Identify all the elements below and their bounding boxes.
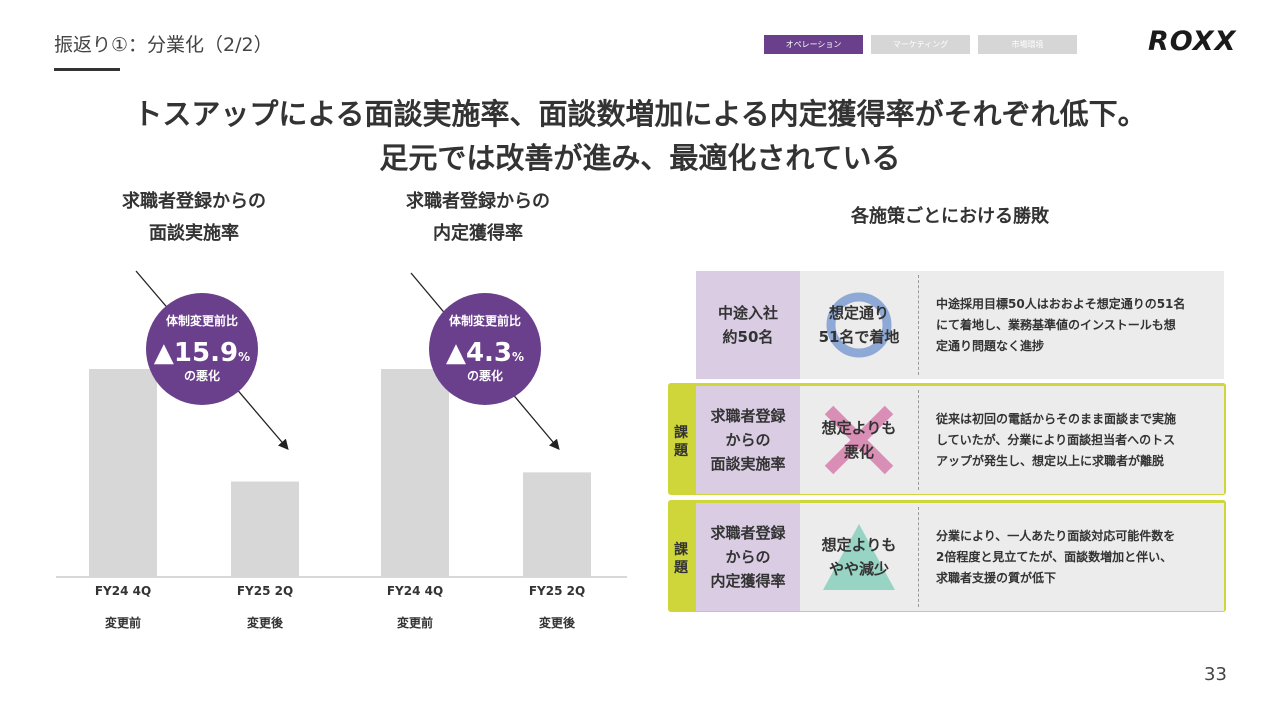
result-row-1: 中途入社 約50名 想定通り 51名で着地 中途採用目標50人はおおよそ想定通り… <box>696 271 1224 379</box>
chart-1-badge-value: ▲15.9% <box>154 338 250 368</box>
chart-1-category-label-2: FY25 2Q <box>237 584 293 598</box>
chart-1-sublabel-1: 変更前 <box>105 615 141 630</box>
row-1-result-line-2: 51名で着地 <box>818 328 900 346</box>
chart-1-title-line-2: 面談実施率 <box>149 223 239 244</box>
chart-1-title-line-1: 求職者登録からの <box>122 191 266 212</box>
row-3-desc-line-3: 求職者支援の質が低下 <box>936 570 1057 585</box>
row-2-result-line-2: 悪化 <box>843 443 874 461</box>
chart-2-title-line-1: 求職者登録からの <box>406 191 550 212</box>
chart-1-title: 求職者登録からの 面談実施率 <box>64 186 324 250</box>
row-1-divider <box>918 275 919 375</box>
tab-market-environment[interactable]: 市場環境 <box>978 35 1077 54</box>
headline-line-2: 足元では改善が進み、最適化されている <box>379 141 901 175</box>
row-3-result: 想定よりも やや減少 <box>800 503 918 611</box>
row-1-desc-line-2: にて着地し、業務基準値のインストールも想 <box>936 317 1176 332</box>
roxx-logo: ROXX <box>1148 26 1237 57</box>
results-title: 各施策ごとにおける勝敗 <box>851 206 1049 227</box>
chart-2-category-label-2: FY25 2Q <box>529 584 585 598</box>
chart-1-sublabel-2: 変更後 <box>247 615 284 630</box>
kadai-label-3-text: 課題 <box>674 542 688 576</box>
chart-2-badge-line-1: 体制変更前比 <box>449 313 521 328</box>
row-3-desc-line-1: 分業により、一人あたり面談対応可能件数を <box>936 528 1176 543</box>
row-1-desc-line-3: 定通り問題なく進捗 <box>936 338 1045 353</box>
row-2-name-line-1: 求職者登録 <box>710 407 786 425</box>
chart-2-category-label-1: FY24 4Q <box>387 584 443 598</box>
chart-1-badge-line-1: 体制変更前比 <box>166 313 238 328</box>
row-2-desc-line-3: アップが発生し、想定以上に求職者が離脱 <box>936 453 1165 468</box>
row-3-divider <box>918 507 919 607</box>
row-2-desc-line-2: していたが、分業により面談担当者へのトス <box>936 432 1176 447</box>
chart-2-badge-unit: % <box>512 350 524 364</box>
chart-2-badge-line-3: の悪化 <box>467 368 503 383</box>
triangle-mark-icon <box>823 524 895 590</box>
title-underline <box>54 68 120 71</box>
row-3-name-line-3: 内定獲得率 <box>710 572 786 590</box>
chart-2-sublabel-1: 変更前 <box>397 615 433 630</box>
chart-1-bar-2 <box>231 481 299 577</box>
cross-mark-icon <box>824 405 894 475</box>
row-2-result: 想定よりも 悪化 <box>800 386 918 494</box>
row-2-desc-line-1: 従来は初回の電話からそのまま面談まで実施 <box>936 411 1177 426</box>
headline-line-1: トスアップによる面談実施率、面談数増加による内定獲得率がそれぞれ低下。 <box>133 97 1147 131</box>
chart-1-bar-1 <box>89 369 157 577</box>
chart-1-badge-unit: % <box>238 350 250 364</box>
result-row-2: 求職者登録 からの 面談実施率 想定よりも 悪化 従来は初回の電話からそのまま面… <box>696 386 1224 494</box>
row-2-name: 求職者登録 からの 面談実施率 <box>696 386 800 494</box>
row-1-desc-line-1: 中途採用目標50人はおおよそ想定通りの51名 <box>936 296 1186 311</box>
row-3-result-line-2: やや減少 <box>828 560 889 578</box>
kadai-label-2: 課題 <box>670 424 692 460</box>
row-1-name-line-2: 約50名 <box>722 328 774 346</box>
row-1-result-line-1: 想定通り <box>828 304 889 322</box>
page-number: 33 <box>1204 664 1227 685</box>
row-2-name-line-2: からの <box>725 431 771 449</box>
result-row-3: 求職者登録 からの 内定獲得率 想定よりも やや減少 分業により、一人あたり面談… <box>696 503 1224 611</box>
chart-1-category-label-1: FY24 4Q <box>95 584 151 598</box>
row-2-name-line-3: 面談実施率 <box>710 455 786 473</box>
chart-2-sublabel-2: 変更後 <box>539 615 576 630</box>
chart-2-title-line-2: 内定獲得率 <box>433 223 523 244</box>
tab-operations[interactable]: オペレーション <box>764 35 863 54</box>
circle-mark-icon <box>826 292 892 358</box>
chart-1-badge-line-3: の悪化 <box>184 368 220 383</box>
row-3-name-line-1: 求職者登録 <box>710 524 786 542</box>
row-3-name-line-2: からの <box>725 548 771 566</box>
row-3-name: 求職者登録 からの 内定獲得率 <box>696 503 800 611</box>
chart-2-title: 求職者登録からの 内定獲得率 <box>348 186 608 250</box>
chart-1-badge <box>146 293 258 405</box>
chart-2-badge <box>429 293 541 405</box>
row-1-result: 想定通り 51名で着地 <box>800 271 918 379</box>
row-1-name: 中途入社 約50名 <box>696 271 800 379</box>
row-3-description: 分業により、一人あたり面談対応可能件数を 2倍程度と見立てたが、面談数増加と伴い… <box>936 503 1216 611</box>
page-title: 振返り①：分業化（2/2） <box>54 34 273 56</box>
section-tabs: オペレーション マーケティング 市場環境 <box>764 35 1077 54</box>
tab-marketing[interactable]: マーケティング <box>871 35 970 54</box>
chart-2-badge-value: ▲4.3% <box>446 338 524 368</box>
row-1-name-line-1: 中途入社 <box>717 304 778 322</box>
row-3-result-line-1: 想定よりも <box>821 536 897 554</box>
row-1-description: 中途採用目標50人はおおよそ想定通りの51名 にて着地し、業務基準値のインストー… <box>936 271 1216 379</box>
row-2-result-line-1: 想定よりも <box>821 419 897 437</box>
chart-2-bar-1 <box>381 369 449 577</box>
headline: トスアップによる面談実施率、面談数増加による内定獲得率がそれぞれ低下。 足元では… <box>0 92 1280 180</box>
kadai-label-3: 課題 <box>670 541 692 577</box>
row-2-description: 従来は初回の電話からそのまま面談まで実施 していたが、分業により面談担当者へのト… <box>936 386 1216 494</box>
row-2-divider <box>918 390 919 490</box>
chart-2-bar-2 <box>523 472 591 577</box>
row-3-desc-line-2: 2倍程度と見立てたが、面談数増加と伴い、 <box>936 549 1173 564</box>
kadai-label-2-text: 課題 <box>674 425 688 459</box>
